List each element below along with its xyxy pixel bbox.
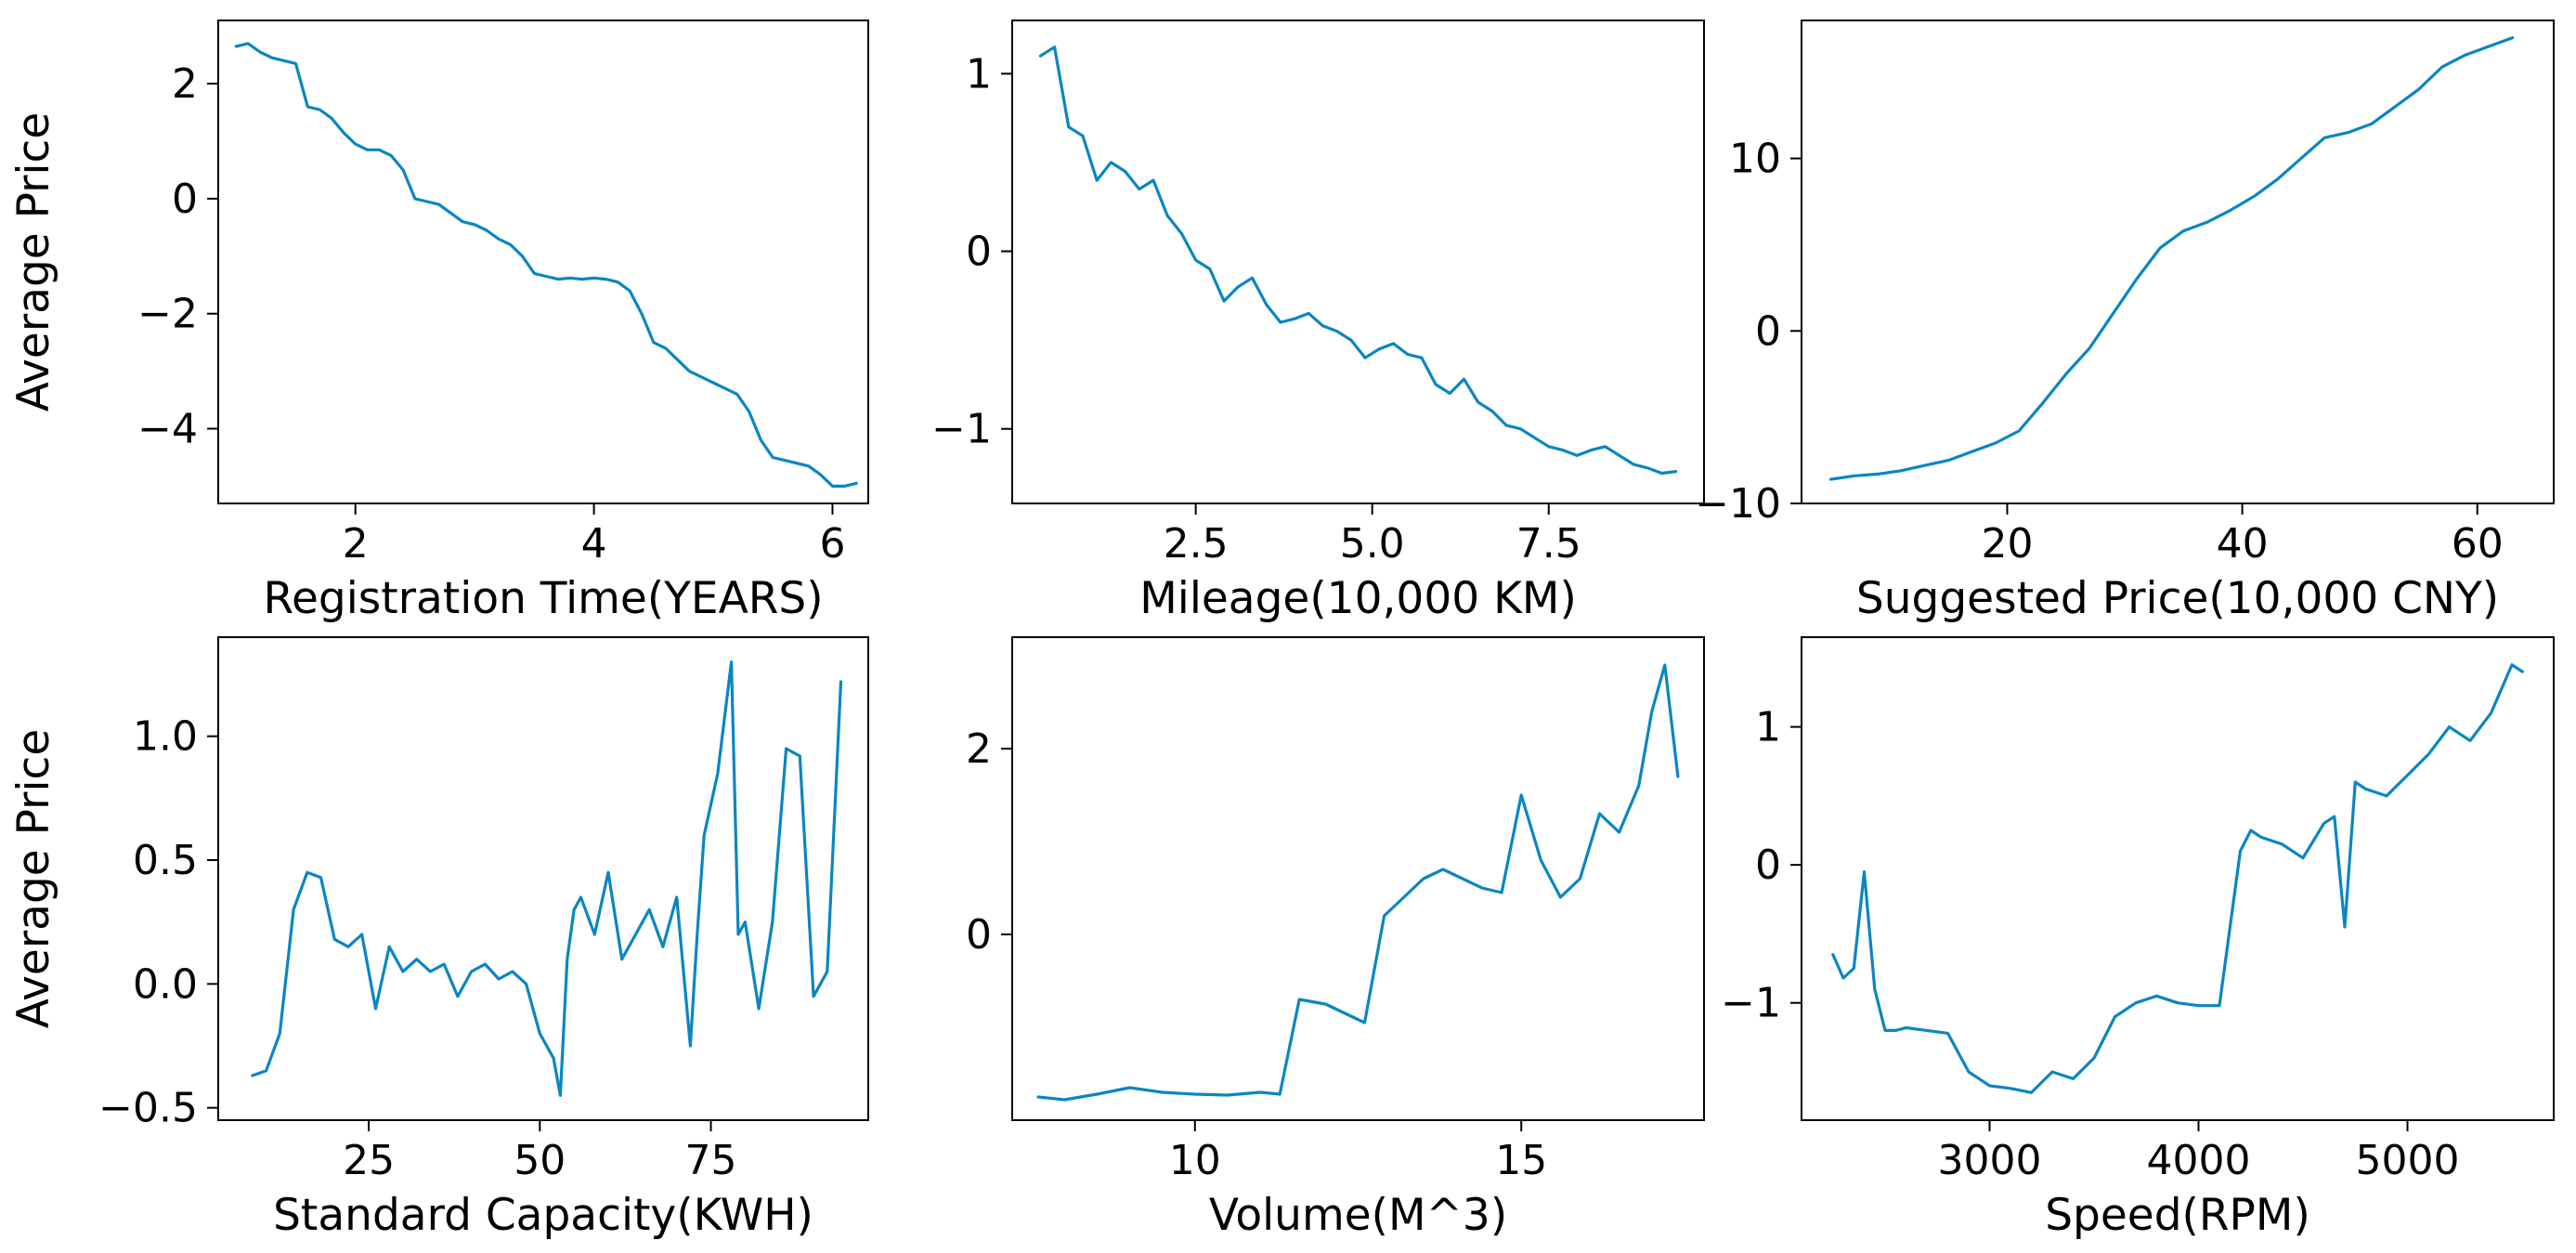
x-tick-label: 60 [2452, 520, 2504, 568]
x-axis-label: Mileage(10,000 KM) [1139, 573, 1577, 624]
y-tick-label: 0 [172, 176, 198, 223]
y-tick-label: −1 [1721, 980, 1781, 1027]
y-axis-label: Average Price [8, 112, 59, 412]
x-tick-label: 3000 [1938, 1137, 2042, 1184]
y-tick-label: 1.0 [133, 713, 198, 761]
x-axis-label: Suggested Price(10,000 CNY) [1856, 573, 2499, 624]
x-axis-label: Standard Capacity(KWH) [273, 1190, 813, 1241]
plot-frame [1801, 20, 2555, 504]
x-tick-label: 4 [581, 520, 607, 568]
x-axis-label: Registration Time(YEARS) [263, 573, 823, 624]
y-tick-label: 2 [172, 60, 198, 108]
plot-frame [217, 20, 869, 504]
series-line [251, 660, 843, 1097]
x-tick-label: 5.0 [1340, 520, 1405, 568]
x-axis-label: Speed(RPM) [2045, 1190, 2310, 1241]
x-tick-label: 25 [343, 1137, 395, 1184]
series-line [1829, 36, 2515, 481]
x-tick-label: 10 [1169, 1137, 1221, 1184]
x-tick-label: 50 [514, 1137, 566, 1184]
y-tick-label: 0 [966, 228, 992, 276]
x-tick-label: 75 [685, 1137, 737, 1184]
x-tick-label: 15 [1495, 1137, 1547, 1184]
subplot-3: 20 40 60 10 0 −10 Suggested Price(10,000 CNY) [1695, 20, 2555, 624]
y-tick-label: −1 [931, 406, 992, 453]
subplot-6: 3000 4000 5000 1 0 −1 Speed(RPM) [1721, 636, 2555, 1241]
x-axis-label: Volume(M^3) [1209, 1190, 1507, 1241]
series-line [1038, 46, 1678, 476]
plot-frame [1011, 636, 1705, 1121]
y-tick-label: −4 [137, 406, 198, 453]
series-line [1036, 663, 1680, 1102]
y-tick-label: 1 [966, 50, 992, 98]
subplot-4: 25 50 75 1.0 0.5 0.0 −0.5 Standard Capacity(KWH… [8, 636, 869, 1241]
subplot-2: 2.5 5.0 7.5 1 0 −1 Mileage(10,000 KM) [931, 20, 1705, 624]
x-tick-label: 2 [343, 520, 369, 568]
series-line [234, 42, 858, 488]
y-tick-label: 0.5 [133, 837, 198, 884]
y-tick-label: −2 [137, 291, 198, 338]
x-tick-label: 2.5 [1164, 520, 1229, 568]
y-tick-label: 0.0 [133, 960, 198, 1008]
plot-frame [1801, 636, 2555, 1121]
x-tick-label: 7.5 [1516, 520, 1581, 568]
plot-frame [217, 636, 869, 1121]
y-tick-label: 0 [1755, 842, 1781, 889]
x-tick-label: 6 [819, 520, 845, 568]
x-tick-label: 4000 [2147, 1137, 2251, 1184]
y-tick-label: 0 [966, 911, 992, 959]
y-tick-label: 10 [1729, 136, 1781, 183]
x-tick-label: 5000 [2356, 1137, 2460, 1184]
y-tick-label: −10 [1695, 480, 1781, 528]
y-axis-label: Average Price [8, 729, 59, 1029]
x-tick-label: 20 [1981, 520, 2033, 568]
y-tick-label: 1 [1755, 704, 1781, 751]
x-tick-label: 40 [2217, 520, 2269, 568]
y-tick-label: 0 [1755, 307, 1781, 355]
subplot-1: 2 4 6 2 0 −2 −4 Registration Time(YEARS) Average… [8, 20, 869, 624]
y-tick-label: −0.5 [98, 1085, 198, 1132]
series-line [1831, 663, 2524, 1094]
plot-frame [1011, 20, 1705, 504]
y-tick-label: 2 [966, 725, 992, 773]
